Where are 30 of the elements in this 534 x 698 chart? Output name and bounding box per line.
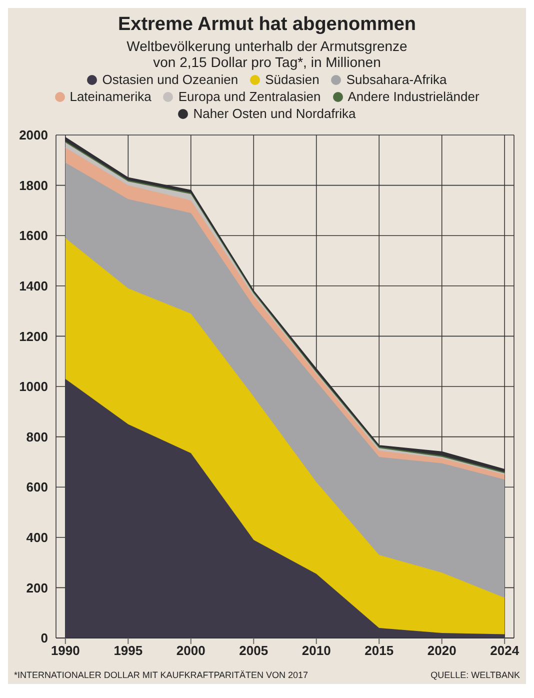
y-tick-label: 600 xyxy=(26,480,48,495)
y-tick-label: 800 xyxy=(26,429,48,444)
legend-label: Naher Osten und Nordafrika xyxy=(192,106,356,121)
y-tick-label: 1800 xyxy=(19,178,48,193)
legend-label: Lateinamerika xyxy=(68,89,152,104)
y-tick-label: 1200 xyxy=(19,328,48,344)
legend-label: Europa und Zentralasien xyxy=(177,89,321,104)
y-tick-label: 1000 xyxy=(19,379,48,394)
x-tick-label: 2005 xyxy=(239,643,268,658)
legend-label: Ostasien und Ozeanien xyxy=(101,72,238,87)
y-tick-label: 0 xyxy=(40,630,48,646)
legend-label: Andere Industrieländer xyxy=(346,89,480,104)
source-note: QUELLE: WELTBANK xyxy=(430,670,520,680)
x-tick-label: 1990 xyxy=(50,643,80,658)
y-tick-label: 1600 xyxy=(19,228,48,244)
legend-label: Südasien xyxy=(264,72,320,87)
x-tick-label: 2015 xyxy=(364,643,394,658)
x-tick-label: 2000 xyxy=(176,643,206,658)
x-tick-label: 2020 xyxy=(427,643,456,658)
text: *INTERNATIONALER DOLLAR MIT KAUFKRAFTPARITÄTEN VON 2017 xyxy=(14,670,308,680)
y-tick-label: 200 xyxy=(26,580,48,596)
x-tick-label: 1995 xyxy=(114,643,143,658)
legend-label: Subsahara-Afrika xyxy=(345,72,447,87)
y-tick-label: 400 xyxy=(26,530,48,546)
x-tick-label: 2024 xyxy=(490,643,520,658)
chart-title: Extreme Armut hat abgenommen xyxy=(116,14,418,36)
chart-subtitle: Weltbevölkerung unterhalb der Armutsgrenze von 2,15 Dollar pro Tag*, in Millionen xyxy=(126,38,408,70)
y-tick-label: 1400 xyxy=(19,278,48,294)
y-tick-label: 2000 xyxy=(19,128,48,143)
x-tick-label: 2010 xyxy=(302,643,331,658)
